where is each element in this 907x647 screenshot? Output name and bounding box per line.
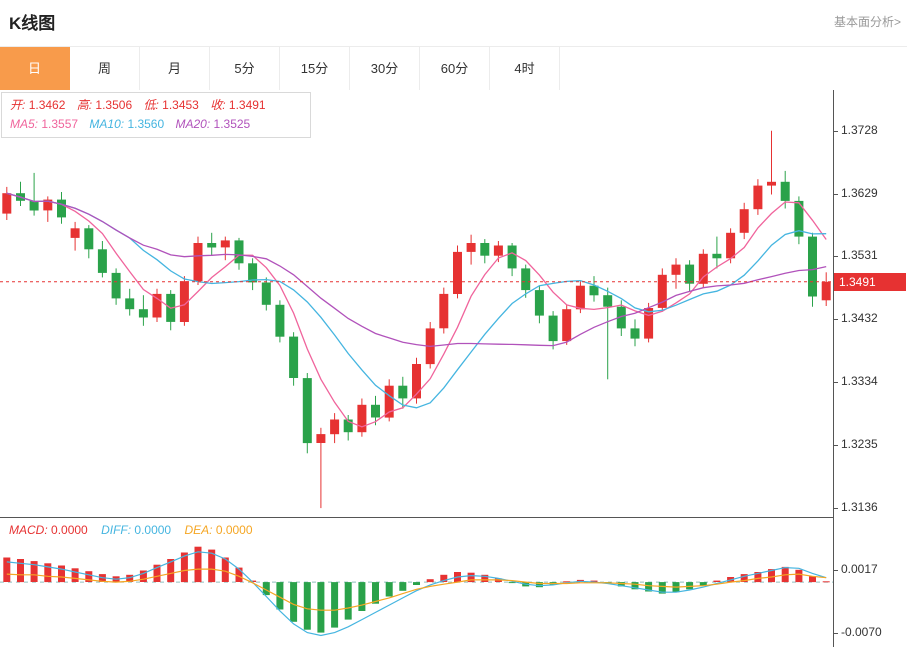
ma20-number: 1.3525 (213, 117, 251, 131)
tab-4hour[interactable]: 4时 (490, 47, 560, 90)
ma-legend-row: MA5: 1.3557 MA10: 1.3560 MA20: 1.3525 (10, 115, 302, 134)
ma5-number: 1.3557 (41, 117, 79, 131)
axis-tick-mark (833, 256, 838, 257)
macd-value: MACD: 0.0000 (9, 523, 88, 537)
axis-tick-label: 0.0017 (841, 562, 878, 576)
dea-value: DEA: 0.0000 (184, 523, 252, 537)
ma10-number: 1.3560 (127, 117, 165, 131)
axis-tick-mark (833, 382, 838, 383)
tab-week[interactable]: 周 (70, 47, 140, 90)
tab-30min[interactable]: 30分 (350, 47, 420, 90)
macd-label: MACD: (9, 523, 48, 537)
axis-tick-mark (833, 570, 838, 571)
diff-label: DIFF: (101, 523, 132, 537)
ohlc-ma-legend: 开: 1.3462 高: 1.3506 低: 1.3453 收: 1.3491 … (1, 92, 311, 138)
close-number: 1.3491 (228, 98, 266, 112)
diff-value: DIFF: 0.0000 (101, 523, 171, 537)
axis-tick-label: 1.3334 (841, 374, 878, 388)
axis-tick-mark (833, 508, 838, 509)
candlestick-chart[interactable] (0, 90, 833, 517)
low-label: 低: (143, 98, 159, 112)
ma5-value: MA5: 1.3557 (10, 117, 78, 131)
fundamental-analysis-link[interactable]: 基本面分析> (833, 15, 901, 29)
period-tabbar: 日 周 月 5分 15分 30分 60分 4时 (0, 46, 907, 91)
diff-number: 0.0000 (134, 523, 172, 537)
open-label: 开: (10, 98, 26, 112)
low-value: 低: 1.3453 (143, 98, 198, 112)
axis-tick-label: 1.3531 (841, 248, 878, 262)
axis-tick-label: -0.0070 (841, 625, 882, 639)
axis-tick-label: 1.3629 (841, 186, 878, 200)
tab-month[interactable]: 月 (140, 47, 210, 90)
axis-tick-label: 1.3432 (841, 311, 878, 325)
ma20-label: MA20: (175, 117, 211, 131)
page-header: K线图 基本面分析> (0, 0, 907, 46)
high-label: 高: (76, 98, 93, 112)
macd-legend: MACD: 0.0000 DIFF: 0.0000 DEA: 0.0000 (9, 523, 263, 537)
ma10-label: MA10: (89, 117, 125, 131)
axis-tick-label: 1.3136 (841, 500, 878, 514)
ma5-label: MA5: (10, 117, 39, 131)
open-value: 开: 1.3462 (10, 98, 65, 112)
axis-tick-label: 1.3728 (841, 123, 878, 137)
tab-day[interactable]: 日 (0, 47, 70, 90)
low-number: 1.3453 (162, 98, 199, 112)
axis-tick-mark (833, 319, 838, 320)
open-number: 1.3462 (28, 98, 66, 112)
close-label: 收: (210, 98, 226, 112)
page-title: K线图 (9, 14, 56, 33)
tab-15min[interactable]: 15分 (280, 47, 350, 90)
tab-5min[interactable]: 5分 (210, 47, 280, 90)
panel-divider (0, 517, 834, 518)
macd-chart[interactable] (0, 520, 833, 647)
last-price-badge: 1.3491 (834, 273, 906, 291)
ohlc-legend-row: 开: 1.3462 高: 1.3506 低: 1.3453 收: 1.3491 (10, 96, 302, 115)
dea-label: DEA: (184, 523, 213, 537)
dea-number: 0.0000 (215, 523, 253, 537)
y-axis-line (833, 90, 834, 647)
ma20-value: MA20: 1.3525 (175, 117, 250, 131)
axis-tick-label: 1.3235 (841, 437, 878, 451)
close-value: 收: 1.3491 (210, 98, 265, 112)
axis-tick-mark (833, 131, 838, 132)
axis-tick-mark (833, 445, 838, 446)
axis-tick-mark (833, 633, 838, 634)
chart-area: 开: 1.3462 高: 1.3506 低: 1.3453 收: 1.3491 … (0, 90, 907, 647)
high-value: 高: 1.3506 (77, 98, 132, 112)
axis-tick-mark (833, 194, 838, 195)
ma10-value: MA10: 1.3560 (89, 117, 164, 131)
tab-60min[interactable]: 60分 (420, 47, 490, 90)
high-number: 1.3506 (95, 98, 133, 112)
macd-number: 0.0000 (51, 523, 88, 537)
